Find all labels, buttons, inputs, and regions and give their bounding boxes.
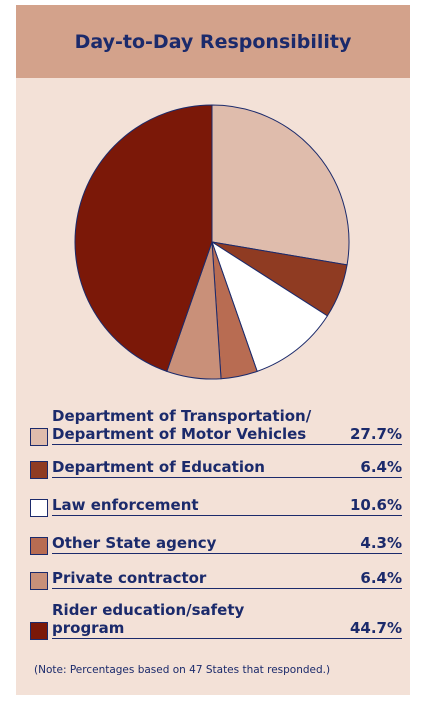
legend-value: 27.7% xyxy=(349,425,402,443)
legend-swatch xyxy=(30,428,48,446)
pie-slice xyxy=(211,104,350,266)
legend-label: Department of Education xyxy=(52,458,402,478)
legend-item: Other State agency 4.3% xyxy=(30,496,402,556)
legend-swatch xyxy=(30,537,48,555)
note: (Note: Percentages based on 47 States th… xyxy=(34,664,331,676)
legend-label: Law enforcement xyxy=(52,496,402,516)
legend-swatch xyxy=(30,461,48,479)
pie-slice xyxy=(211,240,329,372)
legend-value: 4.3% xyxy=(360,534,402,552)
pie-slice xyxy=(74,104,213,372)
legend-label: Department of Transportation/ Department… xyxy=(52,407,402,445)
chart-title: Day-to-Day Responsibility xyxy=(74,31,352,53)
legend-item: Private contractor 6.4% xyxy=(30,531,402,591)
legend-value: 44.7% xyxy=(349,619,402,637)
legend-item: Department of Transportation/ Department… xyxy=(30,387,402,447)
legend-swatch xyxy=(30,572,48,590)
legend-value: 6.4% xyxy=(360,569,402,587)
header: Day-to-Day Responsibility xyxy=(16,5,410,78)
legend-label: Rider education/safety program xyxy=(52,601,402,639)
legend-item: Department of Education 6.4% xyxy=(30,420,402,480)
legend-item: Law enforcement 10.6% xyxy=(30,458,402,518)
legend-item: Rider education/safety program 44.7% xyxy=(30,581,402,641)
legend-value: 10.6% xyxy=(349,496,402,514)
legend-value: 6.4% xyxy=(360,458,402,476)
legend-swatch xyxy=(30,622,48,640)
legend-label: Other State agency xyxy=(52,534,402,554)
legend-swatch xyxy=(30,499,48,517)
legend-label: Private contractor xyxy=(52,569,402,589)
